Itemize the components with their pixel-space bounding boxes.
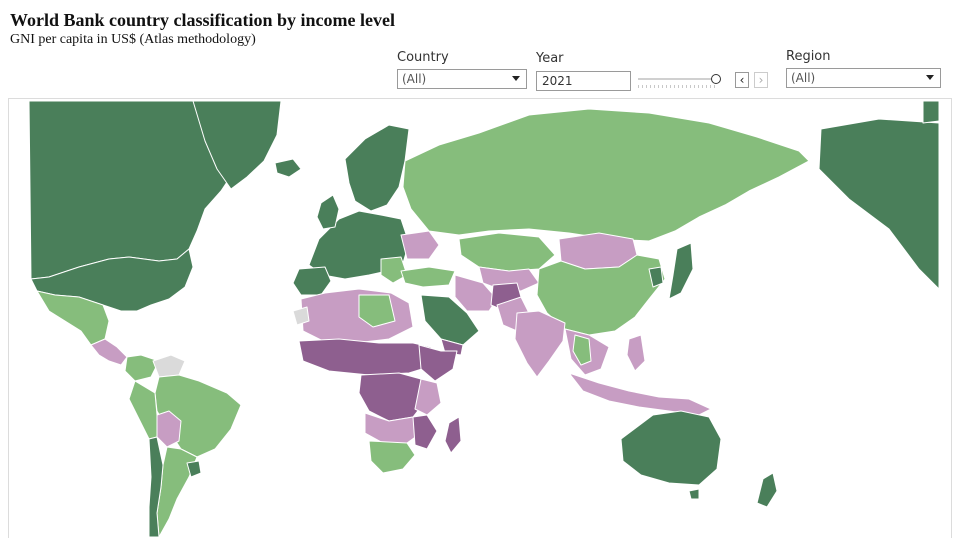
south-africa-region[interactable] bbox=[368, 440, 416, 474]
country-filter-label: Country bbox=[397, 50, 449, 65]
western-sahara-region[interactable] bbox=[292, 306, 310, 326]
east-africa-region[interactable] bbox=[414, 378, 442, 416]
central-america-region[interactable] bbox=[90, 338, 128, 366]
page-subtitle: GNI per capita in US$ (Atlas methodology… bbox=[10, 32, 256, 47]
chevron-down-icon bbox=[926, 75, 934, 80]
year-next-button[interactable]: › bbox=[754, 72, 768, 88]
thailand-region[interactable] bbox=[572, 334, 592, 366]
korea-region[interactable] bbox=[648, 266, 664, 288]
country-dropdown[interactable]: (All) bbox=[397, 69, 527, 89]
madagascar-region[interactable] bbox=[444, 416, 462, 454]
australia-region[interactable] bbox=[620, 410, 722, 486]
turkey-region[interactable] bbox=[400, 266, 456, 288]
uruguay-region[interactable] bbox=[186, 460, 202, 478]
alaska-region[interactable] bbox=[818, 118, 940, 290]
central-africa-region[interactable] bbox=[358, 372, 428, 422]
region-dropdown-value: (All) bbox=[791, 71, 816, 85]
new-zealand-region[interactable] bbox=[756, 472, 778, 508]
japan-region[interactable] bbox=[668, 242, 694, 300]
argentina-region[interactable] bbox=[156, 446, 198, 538]
north-africa-region[interactable] bbox=[300, 288, 414, 344]
tasmania-region[interactable] bbox=[688, 488, 700, 500]
chevron-down-icon bbox=[512, 76, 520, 81]
world-map-svg bbox=[28, 100, 940, 538]
sahel-region[interactable] bbox=[298, 338, 436, 376]
iberia-region[interactable] bbox=[292, 266, 332, 296]
venezuela-region[interactable] bbox=[152, 354, 186, 378]
greenland-region[interactable] bbox=[192, 100, 282, 190]
region-filter-label: Region bbox=[786, 49, 831, 64]
page-title: World Bank country classification by inc… bbox=[10, 10, 395, 30]
country-dropdown-value: (All) bbox=[402, 72, 427, 86]
indonesia-region[interactable] bbox=[568, 372, 712, 416]
ukraine-region[interactable] bbox=[400, 230, 440, 260]
kazakhstan-region[interactable] bbox=[458, 232, 556, 272]
region-dropdown[interactable]: (All) bbox=[786, 68, 941, 88]
chile-region[interactable] bbox=[148, 436, 164, 538]
horn-of-africa-region[interactable] bbox=[418, 344, 458, 382]
peru-region[interactable] bbox=[128, 380, 158, 440]
balkans-region[interactable] bbox=[380, 256, 408, 284]
alaska-peninsula-region[interactable] bbox=[922, 100, 940, 124]
iceland-region[interactable] bbox=[274, 158, 302, 178]
year-filter-label: Year bbox=[536, 51, 564, 66]
iran-region[interactable] bbox=[454, 274, 498, 312]
year-input-value: 2021 bbox=[542, 74, 573, 88]
saudi-arabia-region[interactable] bbox=[420, 294, 480, 346]
year-prev-button[interactable]: ‹ bbox=[735, 72, 749, 88]
year-slider-thumb[interactable] bbox=[711, 74, 721, 84]
venezuela-colombia-region[interactable] bbox=[124, 354, 160, 382]
libya-region[interactable] bbox=[358, 294, 396, 328]
mozambique-region[interactable] bbox=[412, 414, 438, 450]
year-slider-ticks bbox=[638, 85, 716, 88]
year-slider[interactable] bbox=[638, 74, 721, 90]
russia-region[interactable] bbox=[402, 108, 810, 242]
india-region[interactable] bbox=[514, 310, 566, 378]
world-map[interactable] bbox=[8, 98, 952, 538]
year-input[interactable]: 2021 bbox=[536, 71, 631, 91]
year-slider-track bbox=[638, 78, 716, 80]
chevron-right-icon: › bbox=[758, 73, 764, 87]
philippines-region[interactable] bbox=[626, 334, 646, 372]
uk-region[interactable] bbox=[316, 194, 340, 230]
scandinavia-region[interactable] bbox=[344, 124, 410, 212]
chevron-left-icon: ‹ bbox=[739, 73, 745, 87]
